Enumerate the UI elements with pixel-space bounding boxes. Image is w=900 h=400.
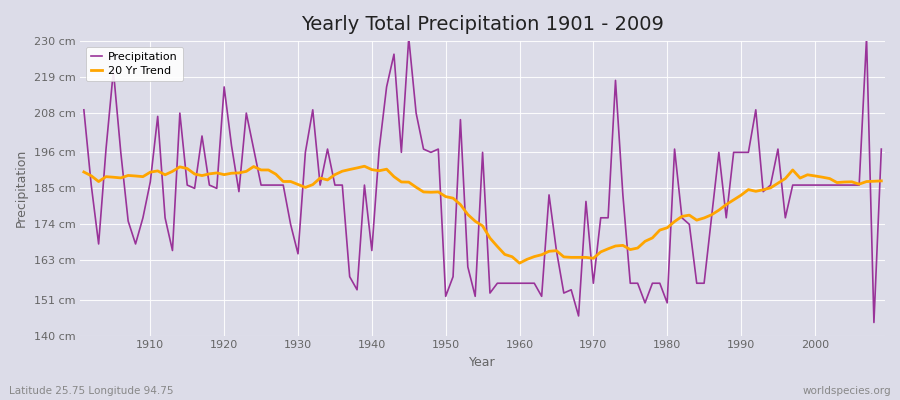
Precipitation — [138, 215, 148, 220]
Precipitation — [403, 36, 414, 40]
Precipitation — [868, 320, 879, 325]
20 Yr Trend — [521, 257, 532, 262]
Precipitation — [876, 147, 886, 152]
Text: worldspecies.org: worldspecies.org — [803, 386, 891, 396]
Line: Precipitation: Precipitation — [84, 38, 881, 322]
Precipitation — [521, 281, 532, 286]
20 Yr Trend — [359, 164, 370, 169]
20 Yr Trend — [78, 170, 89, 174]
Y-axis label: Precipitation: Precipitation — [15, 149, 28, 228]
Precipitation — [78, 108, 89, 112]
20 Yr Trend — [138, 174, 148, 179]
X-axis label: Year: Year — [469, 356, 496, 369]
20 Yr Trend — [345, 167, 356, 172]
20 Yr Trend — [617, 243, 628, 248]
Title: Yearly Total Precipitation 1901 - 2009: Yearly Total Precipitation 1901 - 2009 — [302, 15, 664, 34]
Text: Latitude 25.75 Longitude 94.75: Latitude 25.75 Longitude 94.75 — [9, 386, 174, 396]
20 Yr Trend — [529, 254, 540, 259]
Precipitation — [345, 274, 356, 279]
Precipitation — [300, 150, 310, 155]
Line: 20 Yr Trend: 20 Yr Trend — [84, 166, 881, 263]
20 Yr Trend — [514, 261, 525, 266]
Precipitation — [514, 281, 525, 286]
Legend: Precipitation, 20 Yr Trend: Precipitation, 20 Yr Trend — [86, 47, 184, 81]
20 Yr Trend — [876, 178, 886, 183]
20 Yr Trend — [300, 185, 310, 190]
Precipitation — [610, 78, 621, 83]
